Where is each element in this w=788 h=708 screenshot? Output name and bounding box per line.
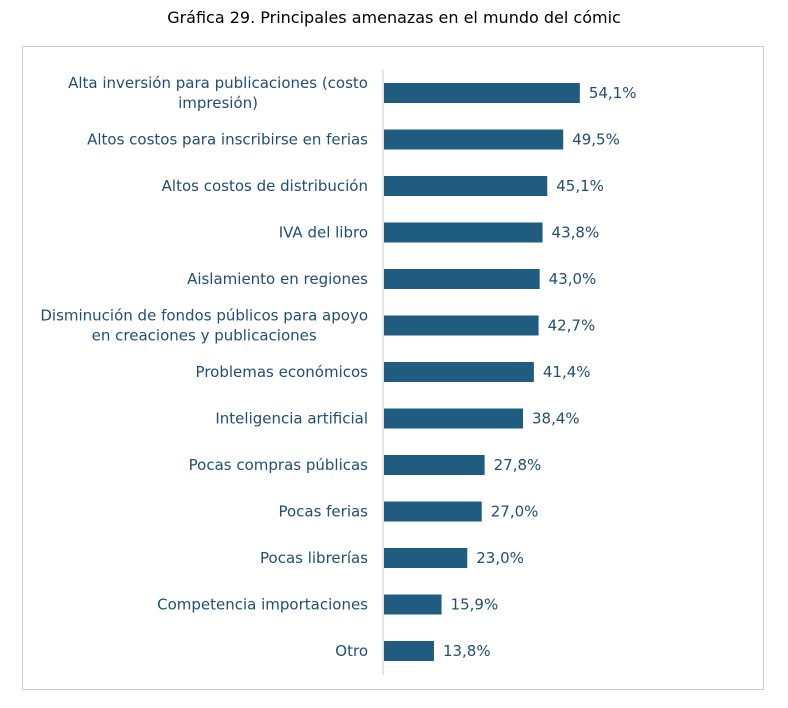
value-label-2: 49,5% [572,131,620,149]
category-label-2: Altos costos para inscribirse en ferias [87,131,368,149]
category-label-8: Inteligencia artificial [215,410,368,428]
value-label-5: 43,0% [549,270,597,288]
value-label-10: 27,0% [491,503,539,521]
category-label-4: IVA del libro [279,224,368,242]
bar-6 [384,315,539,336]
value-label-7: 41,4% [543,363,591,381]
bar-7 [384,362,534,382]
bar-12 [384,594,442,615]
category-label-13: Otro [335,642,368,660]
category-label-7: Problemas económicos [196,363,369,381]
category-label-3: Altos costos de distribución [162,177,368,195]
bar-5 [384,269,540,289]
bar-9 [384,455,485,475]
category-label-11: Pocas librerías [260,549,368,567]
value-label-12: 15,9% [451,596,499,614]
category-label-6: Disminución de fondos públicos para apoy… [40,307,368,345]
value-label-6: 42,7% [548,317,596,335]
value-label-8: 38,4% [532,410,580,428]
bar-11 [384,548,468,568]
category-label-9: Pocas compras públicas [189,456,369,474]
value-label-1: 54,1% [589,84,637,102]
bar-10 [384,501,482,522]
value-label-9: 27,8% [494,456,542,474]
bar-8 [384,408,524,429]
value-label-11: 23,0% [476,549,524,567]
category-label-10: Pocas ferias [278,503,368,521]
bar-1 [384,83,580,103]
category-label-12: Competencia importaciones [157,596,368,614]
bar-3 [384,176,548,196]
value-label-13: 13,8% [443,642,491,660]
category-label-5: Aislamiento en regiones [187,270,368,288]
chart-frame [22,46,764,690]
bar-4 [384,222,543,243]
category-label-1: Alta inversión para publicaciones (costo… [68,74,368,112]
bar-2 [384,129,564,150]
value-label-4: 43,8% [552,224,600,242]
value-label-3: 45,1% [556,177,604,195]
bar-13 [384,641,434,661]
chart-title: Gráfica 29. Principales amenazas en el m… [167,8,621,27]
